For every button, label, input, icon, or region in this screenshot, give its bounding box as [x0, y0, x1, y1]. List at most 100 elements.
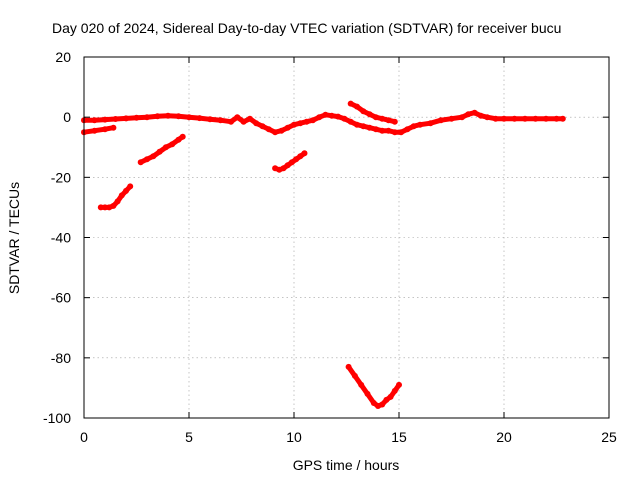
data-point — [123, 115, 129, 122]
data-point — [112, 116, 119, 122]
data-point — [301, 150, 308, 157]
x-tick-label: 25 — [601, 429, 617, 445]
y-tick-label: -40 — [51, 230, 71, 246]
data-point — [370, 400, 377, 406]
data-point — [396, 381, 402, 388]
data-point — [156, 148, 163, 155]
data-point — [471, 109, 478, 116]
data-point — [240, 118, 247, 125]
y-tick-label: -60 — [51, 290, 71, 306]
data-point — [387, 393, 394, 400]
data-point — [448, 115, 455, 122]
data-point — [347, 100, 354, 107]
data-point — [366, 111, 373, 118]
data-point — [114, 198, 121, 205]
y-tick-label: 0 — [63, 109, 71, 125]
data-point — [511, 115, 518, 122]
data-point — [335, 113, 342, 120]
data-point — [438, 117, 444, 124]
data-point — [297, 120, 304, 127]
data-point — [175, 136, 182, 143]
data-point — [532, 115, 539, 122]
data-point — [293, 156, 300, 163]
data-point — [398, 129, 405, 136]
data-point — [364, 390, 371, 397]
data-point — [360, 108, 367, 115]
series-rising-arc-2 — [137, 133, 186, 166]
data-point — [553, 115, 560, 122]
y-tick-label: -20 — [51, 169, 71, 185]
data-point — [234, 114, 241, 121]
chart-title: Day 020 of 2024, Sidereal Day-to-day VTE… — [52, 20, 561, 36]
data-point — [133, 114, 140, 121]
data-point — [228, 118, 234, 125]
data-point — [383, 396, 390, 403]
data-point — [316, 114, 323, 121]
series-arc-4 — [347, 100, 398, 125]
data-point — [196, 115, 203, 122]
data-point — [97, 204, 104, 211]
data-point — [297, 153, 304, 160]
data-point — [322, 111, 329, 118]
data-point — [253, 120, 260, 127]
data-point — [179, 133, 186, 140]
series-deep-arc-5 — [345, 363, 402, 409]
x-tick-label: 15 — [391, 429, 407, 445]
data-point — [522, 115, 528, 122]
data-point — [351, 372, 358, 379]
y-axis-label: SDTVAR / TECUs — [6, 182, 22, 294]
data-point — [385, 117, 392, 124]
data-point — [379, 401, 386, 408]
data-point — [110, 124, 117, 131]
data-point — [280, 165, 287, 172]
x-axis-label: GPS time / hours — [293, 457, 400, 473]
data-point — [169, 141, 176, 148]
data-point — [123, 187, 129, 194]
data-point — [427, 120, 434, 127]
data-point — [391, 118, 398, 125]
x-tick-label: 10 — [286, 429, 302, 445]
data-point — [459, 114, 465, 121]
y-tick-label: 20 — [55, 49, 71, 65]
data-point — [144, 156, 150, 163]
data-point — [543, 115, 549, 122]
data-point — [391, 387, 398, 394]
data-point — [265, 126, 272, 133]
data-point — [291, 121, 297, 128]
data-point — [162, 144, 169, 151]
data-point — [288, 159, 295, 166]
data-point — [278, 127, 285, 134]
data-point — [354, 121, 360, 128]
data-point — [354, 103, 360, 110]
data-point — [341, 115, 348, 122]
data-point — [328, 112, 335, 119]
data-point — [102, 116, 108, 123]
y-tick-label: -100 — [43, 410, 71, 426]
data-point — [379, 127, 386, 134]
data-point — [154, 113, 161, 120]
data-point — [127, 183, 134, 190]
data-point — [284, 162, 291, 169]
data-point — [559, 115, 566, 122]
data-point — [303, 118, 310, 125]
data-point — [501, 115, 507, 122]
data-points — [81, 100, 566, 409]
data-point — [379, 115, 386, 122]
data-point — [102, 126, 108, 133]
data-point — [372, 114, 379, 121]
data-point — [410, 123, 417, 130]
data-point — [309, 117, 316, 124]
series-main-trace — [81, 109, 566, 136]
data-point — [360, 123, 367, 130]
data-point — [477, 112, 484, 119]
series-line — [81, 125, 116, 135]
data-point — [391, 129, 398, 136]
series-arc-3 — [272, 150, 308, 173]
series-early-dip — [81, 124, 117, 136]
data-point — [144, 114, 150, 121]
data-point — [137, 159, 144, 166]
data-point — [118, 192, 125, 199]
data-point — [404, 126, 411, 133]
data-point — [207, 116, 213, 123]
